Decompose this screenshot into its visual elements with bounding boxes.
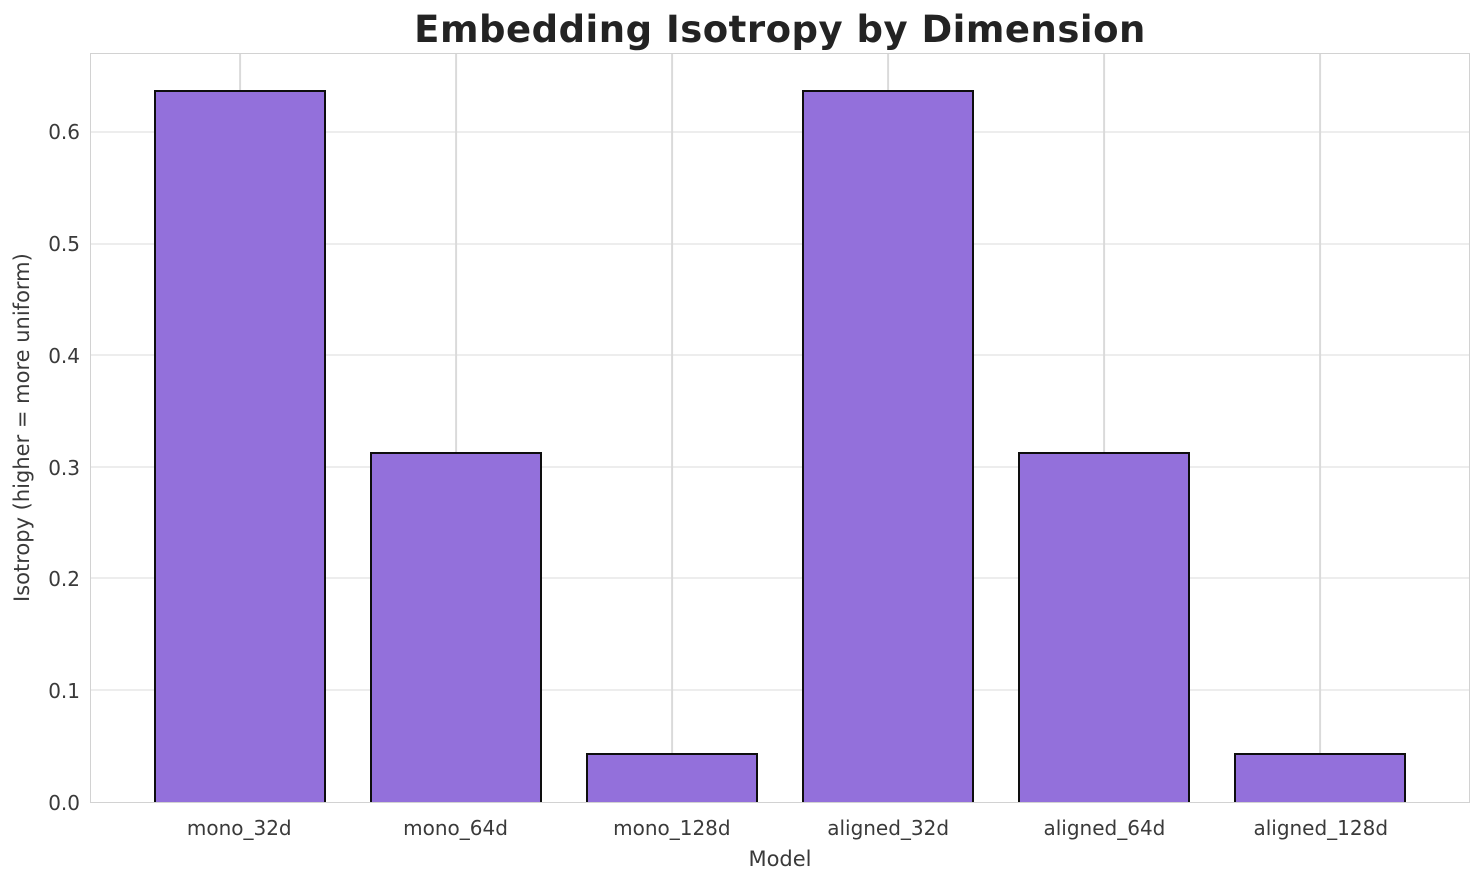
x-tick-label: aligned_64d (1043, 816, 1166, 840)
y-tick-label: 0.3 (48, 455, 80, 480)
x-tick-label: mono_128d (613, 816, 731, 840)
y-tick-label: 0.1 (48, 679, 80, 704)
bar-aligned_64d (1017, 451, 1191, 802)
y-tick-label: 0.6 (48, 120, 80, 145)
y-tick-label: 0.4 (48, 343, 80, 368)
gridline-horizontal (91, 354, 1469, 357)
x-tick-label: mono_64d (403, 816, 508, 840)
y-tick-label: 0.2 (48, 567, 80, 592)
bar-mono_32d (153, 89, 327, 802)
bar-mono_64d (369, 451, 543, 802)
x-tick-label: mono_32d (186, 816, 292, 840)
gridline-vertical (1319, 54, 1321, 802)
bar-aligned_128d (1233, 752, 1407, 802)
gridline-horizontal (91, 242, 1469, 245)
gridline-horizontal (91, 131, 1469, 134)
plot-area (90, 53, 1470, 803)
chart-title: Embedding Isotropy by Dimension (414, 8, 1146, 51)
x-axis-label: Model (748, 847, 812, 871)
gridline-horizontal (91, 688, 1469, 691)
y-tick-label: 0.5 (48, 232, 80, 257)
x-tick-label: aligned_128d (1253, 816, 1389, 840)
bar-mono_128d (585, 752, 759, 802)
gridline-vertical (1103, 54, 1105, 802)
x-tick-label: aligned_32d (827, 816, 950, 840)
gridline-horizontal (91, 465, 1469, 468)
y-tick-label: 0.0 (48, 791, 80, 815)
bar-aligned_32d (801, 89, 975, 802)
gridline-vertical (455, 54, 457, 802)
gridline-horizontal (91, 577, 1469, 580)
gridline-vertical (671, 54, 673, 802)
